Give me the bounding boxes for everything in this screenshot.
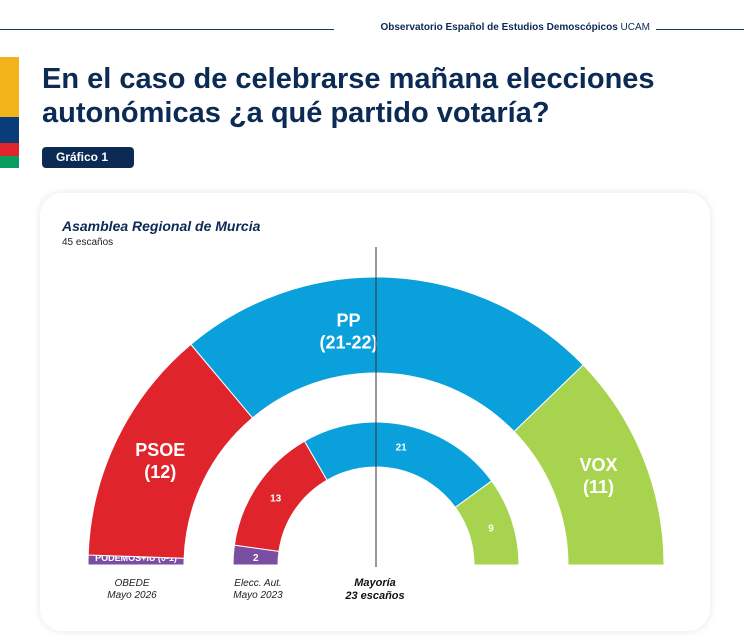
brand-stripe-green (0, 156, 19, 168)
header-rule-right (656, 29, 744, 30)
page-title: En el caso de celebrarse mañana eleccion… (42, 63, 655, 129)
chart-subtitle: 45 escaños (62, 237, 114, 248)
label-elecc-podemos: 2 (253, 553, 259, 564)
chart-title: Asamblea Regional de Murcia (62, 218, 261, 234)
caption-obede-line1: OBEDE (114, 578, 150, 589)
label-elecc-psoe: 13 (270, 493, 282, 504)
seg-obede-vox (513, 364, 665, 566)
label-elecc-vox: 9 (488, 524, 494, 535)
seg-elecc-vox (454, 480, 520, 566)
caption-obede: OBEDE Mayo 2026 (82, 578, 182, 602)
header-brand: UCAM (620, 22, 650, 33)
label-obede-psoe: PSOE (12) (135, 440, 185, 482)
brand-stripe-red (0, 143, 19, 156)
header-org: Observatorio Español de Estudios Demoscó… (380, 22, 618, 33)
caption-elecc-line2: Mayo 2023 (233, 590, 283, 601)
caption-elecc: Elecc. Aut. Mayo 2023 (208, 578, 308, 602)
caption-elecc-line1: Elecc. Aut. (234, 578, 282, 589)
seg-obede-pp (190, 276, 584, 433)
label-obede-vox: VOX (11) (580, 455, 618, 497)
header-source: Observatorio Español de Estudios Demoscó… (380, 22, 650, 33)
caption-majority: Mayoría 23 escaños (320, 577, 430, 603)
label-elecc-pp: 21 (396, 443, 408, 454)
label-obede-podemos-iu: PODEMOS+IU (0-1) (95, 553, 177, 563)
brand-stripe-yellow (0, 57, 19, 117)
label-obede-pp: PP (21-22) (320, 310, 378, 352)
caption-majority-line1: Mayoría (354, 577, 396, 589)
chart-badge: Gráfico 1 (42, 147, 134, 168)
header-rule-left (0, 29, 334, 30)
caption-majority-line2: 23 escaños (345, 590, 405, 602)
seg-elecc-pp (303, 421, 493, 509)
caption-obede-line2: Mayo 2026 (107, 590, 157, 601)
brand-stripe-blue (0, 117, 19, 143)
